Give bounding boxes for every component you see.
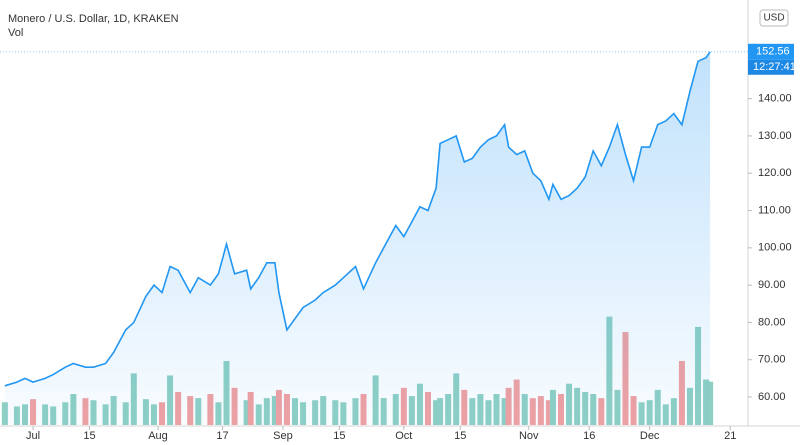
x-tick-label: 15 xyxy=(83,430,95,442)
volume-label: Vol xyxy=(8,27,23,39)
y-tick-label: 110.00 xyxy=(758,204,791,216)
axes: 60.00 70.00 80.00 90.00 100.00 110.00 120.00 13… xyxy=(26,93,792,442)
x-tick-label: 15 xyxy=(333,430,345,442)
x-tick-label: 21 xyxy=(724,430,736,442)
x-tick-label: Dec xyxy=(640,430,660,442)
countdown-label: 12:27:41 xyxy=(753,61,796,73)
x-tick-label: Jul xyxy=(26,430,40,442)
y-tick-label: 100.00 xyxy=(758,242,792,254)
y-tick-label: 90.00 xyxy=(758,279,786,291)
chart-title: Monero / U.S. Dollar, 1D, KRAKEN xyxy=(8,13,179,25)
price-area xyxy=(4,51,711,426)
x-tick-label: 16 xyxy=(583,430,595,442)
price-layer: 152.56 12:27:41 xyxy=(0,43,796,426)
currency-label[interactable]: USD xyxy=(763,13,784,24)
x-tick-label: 15 xyxy=(454,430,466,442)
y-tick-label: 130.00 xyxy=(758,130,792,142)
y-tick-label: 70.00 xyxy=(758,354,786,366)
x-tick-label: 17 xyxy=(216,430,228,442)
currency-button[interactable] xyxy=(759,9,789,27)
y-tick-label: 120.00 xyxy=(758,167,792,179)
x-tick-label: Oct xyxy=(395,430,412,442)
volume-bar xyxy=(707,381,714,425)
last-price-label: 152.56 xyxy=(756,46,790,58)
y-tick-label: 60.00 xyxy=(758,391,786,403)
x-tick-label: Nov xyxy=(519,430,539,442)
x-tick-label: Sep xyxy=(273,430,293,442)
y-tick-label: 140.00 xyxy=(758,93,792,105)
x-tick-label: Aug xyxy=(148,430,168,442)
last-price-box xyxy=(748,43,794,60)
price-line xyxy=(4,51,711,387)
countdown-box xyxy=(748,59,794,75)
y-tick-label: 80.00 xyxy=(758,316,786,328)
